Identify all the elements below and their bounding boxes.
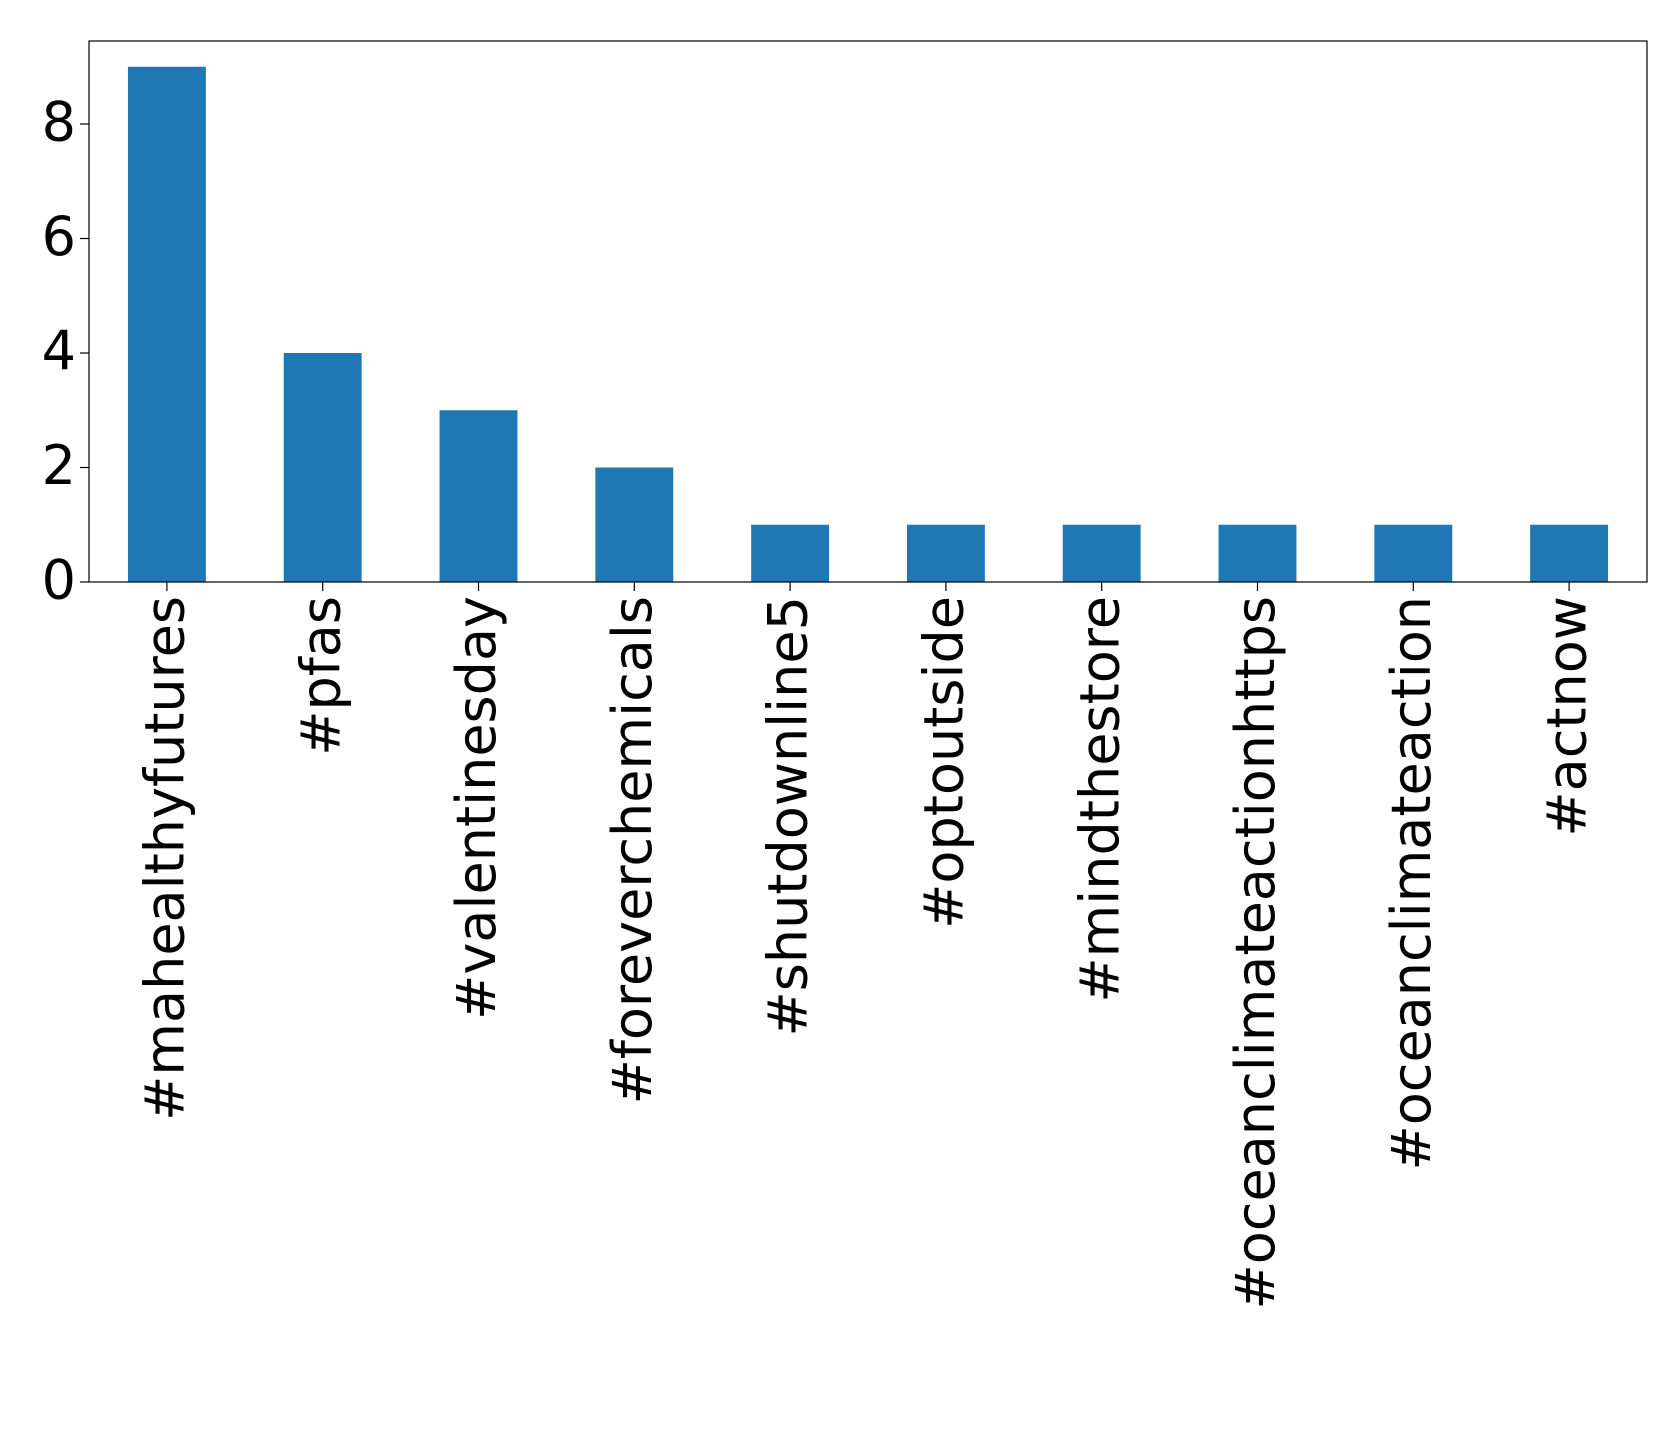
x-tick-label: #foreverchemicals [601,596,664,1104]
bar [439,410,518,582]
bar [1374,524,1453,582]
x-tick-label: #mindthestore [1068,596,1131,1003]
x-tick-label: #shutdownline5 [757,596,820,1037]
x-tick-label: #oceanclimateaction [1380,596,1443,1171]
y-tick-label: 8 [42,91,76,154]
bar [283,353,362,582]
x-tick-label: #oceanclimateactionhttps [1224,596,1287,1310]
x-tick-label: #actnow [1536,596,1599,837]
y-tick-label: 2 [42,434,76,497]
bar [1530,524,1609,582]
x-tick-label: #valentinesday [445,596,508,1020]
bar [906,524,985,582]
plot-frame [88,40,1648,583]
bar [595,467,674,582]
bar [751,524,830,582]
y-tick-label: 0 [42,549,76,612]
bar [127,66,206,582]
y-tick-label: 4 [42,320,76,383]
bar [1062,524,1141,582]
x-tick-label: #mahealthyfutures [134,596,197,1121]
bar [1218,524,1297,582]
x-tick-label: #optoutside [913,596,976,929]
x-tick-label: #pfas [289,596,352,756]
y-tick-label: 6 [42,205,76,268]
